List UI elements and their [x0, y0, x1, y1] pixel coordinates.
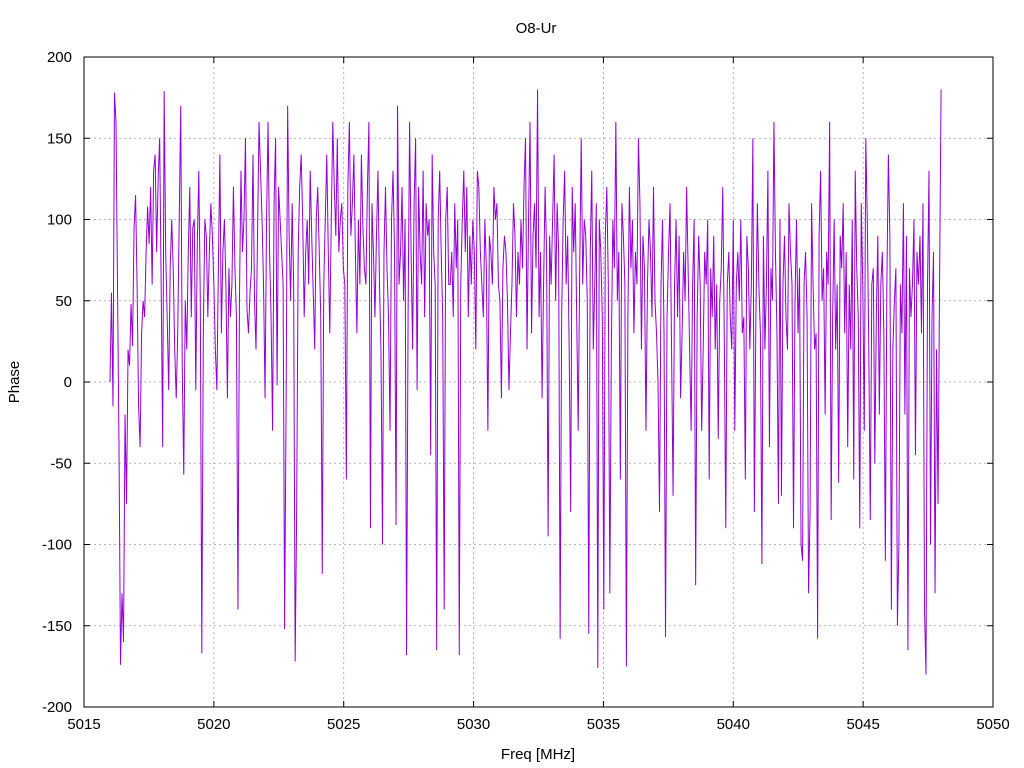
y-tick-label: 50 [55, 293, 72, 310]
x-tick-label: 5040 [717, 716, 750, 733]
y-tick-label: 100 [47, 212, 72, 229]
x-tick-label: 5020 [197, 716, 230, 733]
y-tick-label: 200 [47, 49, 72, 66]
x-tick-label: 5015 [67, 716, 100, 733]
x-tick-label: 5025 [327, 716, 360, 733]
x-tick-label: 5035 [587, 716, 620, 733]
y-tick-label: -150 [42, 618, 72, 635]
y-axis-label: Phase [6, 361, 23, 404]
y-tick-label: 0 [64, 374, 72, 391]
x-axis-label: Freq [MHz] [501, 746, 575, 763]
x-tick-label: 5045 [846, 716, 879, 733]
x-tick-label: 5050 [976, 716, 1009, 733]
y-tick-label: -50 [50, 455, 72, 472]
x-tick-label: 5030 [457, 716, 490, 733]
series-layer [109, 89, 942, 675]
y-tick-label: -100 [42, 537, 72, 554]
chart-title: O8-Ur [516, 20, 557, 37]
y-tick-label: 150 [47, 130, 72, 147]
phase-series-line [109, 89, 942, 675]
axis-ticks: 5015 5020 5025 5030 5035 5040 5045 5050 -200 -150… [42, 49, 1010, 733]
y-tick-label: -200 [42, 699, 72, 716]
